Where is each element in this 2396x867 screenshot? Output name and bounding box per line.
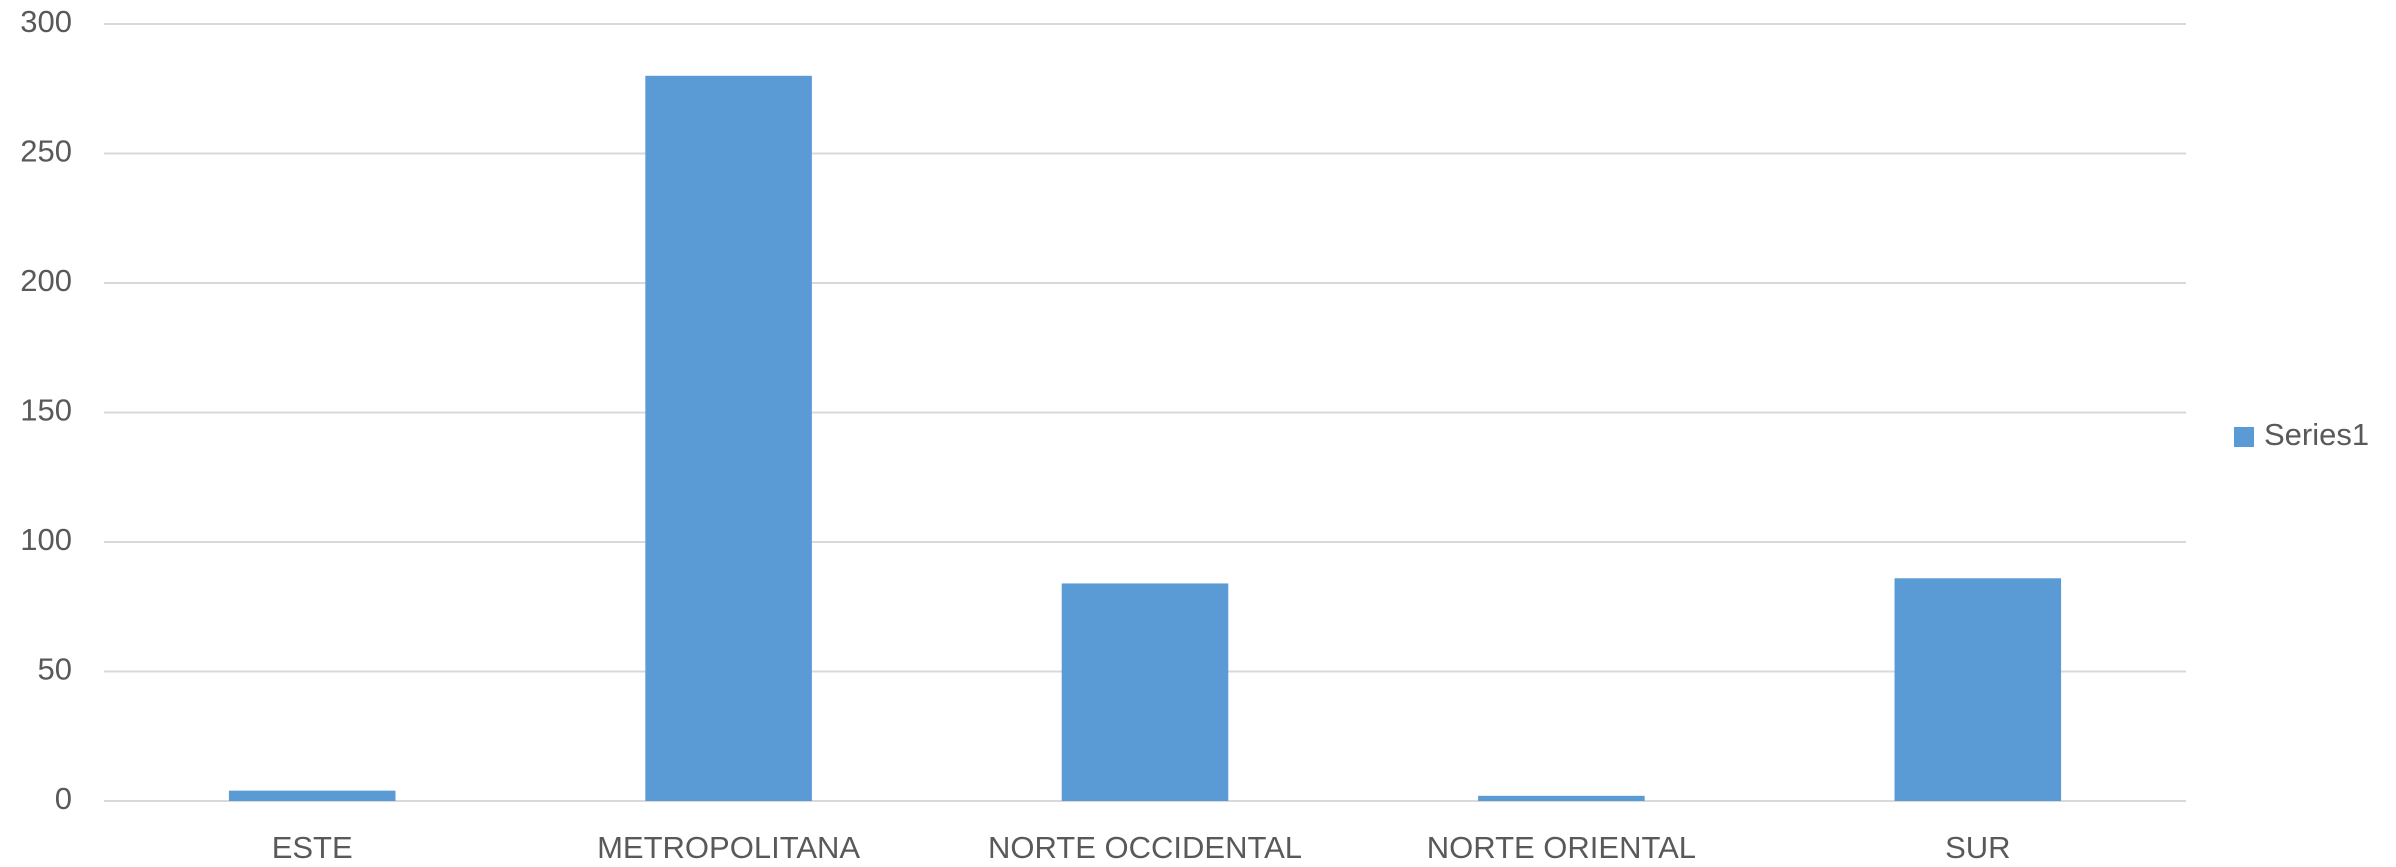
y-tick-label: 50 [38, 652, 72, 687]
legend-swatch [2234, 427, 2254, 447]
bar [1894, 578, 2062, 801]
x-tick-label: NORTE OCCIDENTAL [988, 830, 1302, 865]
y-tick-label: 150 [20, 393, 72, 428]
x-tick-label: NORTE ORIENTAL [1427, 830, 1696, 865]
y-tick-label: 100 [20, 522, 72, 557]
x-tick-label: METROPOLITANA [597, 830, 860, 865]
bar [228, 790, 396, 801]
y-tick-label: 200 [20, 263, 72, 298]
y-tick-label: 250 [20, 134, 72, 169]
bar [1061, 583, 1229, 801]
x-tick-label: SUR [1945, 830, 2010, 865]
bar [1478, 795, 1645, 801]
y-tick-label: 0 [55, 781, 72, 816]
legend-label: Series1 [2264, 417, 2369, 452]
bar [645, 75, 812, 802]
x-tick-label: ESTE [272, 830, 353, 865]
y-tick-label: 300 [20, 4, 72, 39]
